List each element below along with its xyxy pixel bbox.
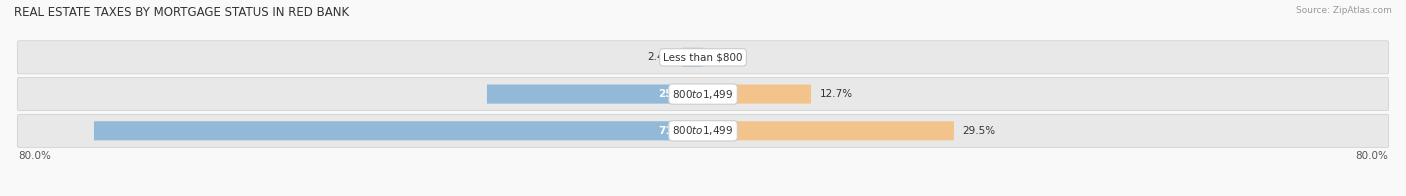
FancyBboxPatch shape bbox=[17, 78, 1389, 111]
Text: $800 to $1,499: $800 to $1,499 bbox=[672, 124, 734, 137]
FancyBboxPatch shape bbox=[486, 84, 703, 104]
FancyBboxPatch shape bbox=[17, 114, 1389, 147]
Text: 12.7%: 12.7% bbox=[820, 89, 852, 99]
Text: 71.6%: 71.6% bbox=[658, 126, 695, 136]
FancyBboxPatch shape bbox=[703, 84, 811, 104]
Text: Less than $800: Less than $800 bbox=[664, 52, 742, 62]
Text: 0.0%: 0.0% bbox=[711, 52, 738, 62]
FancyBboxPatch shape bbox=[682, 48, 703, 67]
Text: 25.4%: 25.4% bbox=[658, 89, 695, 99]
FancyBboxPatch shape bbox=[703, 121, 953, 140]
FancyBboxPatch shape bbox=[17, 41, 1389, 74]
Text: Source: ZipAtlas.com: Source: ZipAtlas.com bbox=[1296, 6, 1392, 15]
Text: 80.0%: 80.0% bbox=[18, 151, 51, 161]
Text: 29.5%: 29.5% bbox=[963, 126, 995, 136]
Text: $800 to $1,499: $800 to $1,499 bbox=[672, 88, 734, 101]
Text: REAL ESTATE TAXES BY MORTGAGE STATUS IN RED BANK: REAL ESTATE TAXES BY MORTGAGE STATUS IN … bbox=[14, 6, 349, 19]
FancyBboxPatch shape bbox=[94, 121, 703, 140]
Text: 80.0%: 80.0% bbox=[1355, 151, 1388, 161]
Text: 2.4%: 2.4% bbox=[648, 52, 673, 62]
